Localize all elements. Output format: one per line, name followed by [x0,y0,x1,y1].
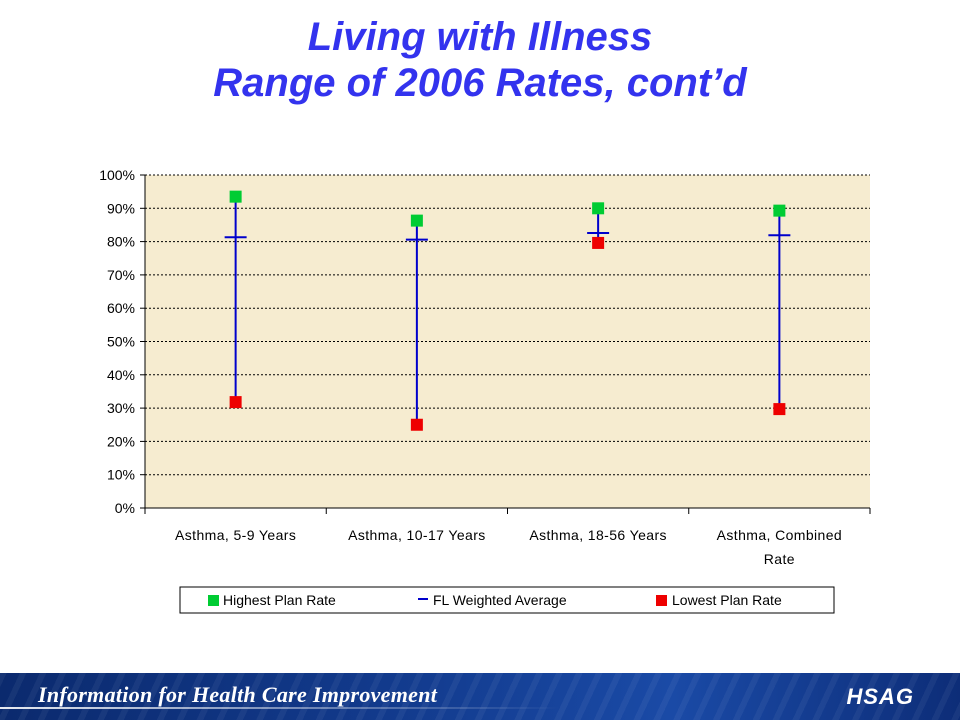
footer-texture [0,673,960,720]
lowest-point [592,236,605,249]
lowest-point [229,396,242,409]
legend-label-highest: Highest Plan Rate [223,592,336,608]
legend-label-lowest: Lowest Plan Rate [672,592,782,608]
legend-label-average: FL Weighted Average [433,592,567,608]
y-tick-label: 40% [107,367,135,383]
y-tick-label: 90% [107,200,135,216]
y-tick-label: 0% [115,500,135,516]
y-tick-label: 50% [107,334,135,350]
x-tick-label: Asthma, 10-17 Years [348,527,486,543]
x-tick-label: Asthma, 18-56 Years [529,527,667,543]
lowest-point [410,418,423,431]
highest-point [592,202,605,215]
chart-marks [224,190,791,431]
x-axis-ticks: Asthma, 5-9 Years Asthma, 10-17 Years Asth… [144,508,871,567]
x-tick-label: Asthma, 5-9 Years [175,527,296,543]
hsag-logo: HSAG [846,684,914,709]
title-line-2: Range of 2006 Rates, cont’d [213,61,747,105]
footer-banner: Information for Health Care Improvement … [0,673,960,720]
slide-title: Living with Illness Range of 2006 Rates,… [0,14,960,106]
highest-point [229,190,242,203]
y-tick-label: 100% [99,167,135,183]
y-tick-label: 80% [107,234,135,250]
highest-point [773,204,786,217]
legend: Highest Plan Rate FL Weighted Average Lo… [179,586,835,614]
footer-rule [0,707,560,709]
title-line-1: Living with Illness [307,15,653,59]
legend-box [179,586,835,614]
y-tick-label: 70% [107,267,135,283]
y-tick-label: 60% [107,300,135,316]
legend-marker-highest [208,595,219,606]
lowest-point [773,403,786,416]
gridlines [145,174,870,476]
legend-marker-lowest [656,595,667,606]
y-axis-ticks: 0% 10% 20% 30% 40% 50% 60% 70% 80% 90% 100% [99,167,145,516]
y-tick-label: 10% [107,467,135,483]
x-tick-label: Rate [764,551,795,567]
highest-point [410,214,423,227]
y-tick-label: 30% [107,400,135,416]
range-chart: 0% 10% 20% 30% 40% 50% 60% 70% 80% 90% 100% Asthma… [99,167,871,614]
x-tick-label: Asthma, Combined [717,527,842,543]
footer-tagline: Information for Health Care Improvement [38,682,438,707]
y-tick-label: 20% [107,433,135,449]
